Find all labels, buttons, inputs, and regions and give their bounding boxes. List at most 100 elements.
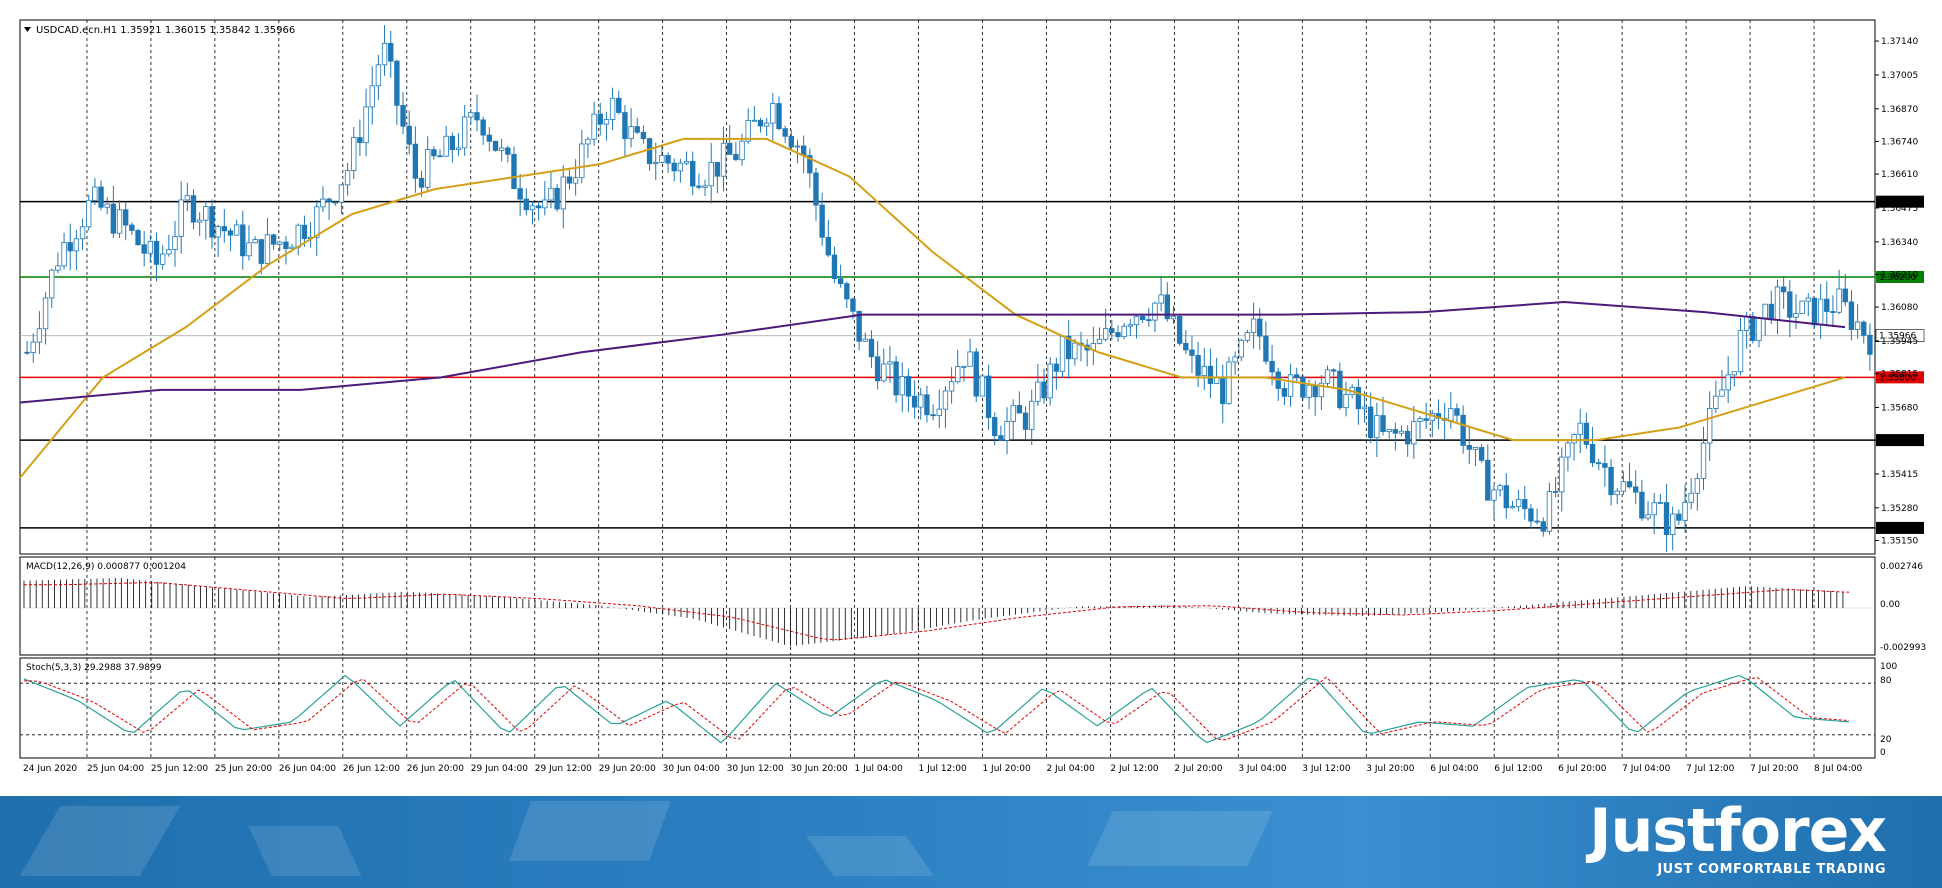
candle-bull [92,186,98,201]
candle-bull [1491,489,1497,501]
y-axis: 1.37140 1.37005 1.36870 1.36740 1.36610 1.364… [1875,37,1918,546]
candle-bear [1596,462,1602,465]
candle-bull [1509,506,1516,509]
candle-bear [622,112,628,139]
candle-bull [104,203,110,208]
candle-bull [498,147,505,151]
candle-bear [418,177,425,188]
candle-bull [172,235,178,250]
y-tick-label: 1.36740 [1881,137,1918,147]
candle-bear [517,188,523,200]
candle-bull [1238,339,1244,358]
x-tick-label: 25 Jun 04:00 [87,764,144,774]
candle-bear [1639,491,1645,519]
level-label: 1.35550 [1879,436,1916,446]
candle-bull [381,43,388,66]
candle-bull [1096,338,1103,344]
candle-bear [209,206,215,238]
candle-bear [1768,303,1774,321]
candle-bull [1694,477,1701,494]
candle-bear [893,361,899,396]
candle-bull [159,253,166,265]
candle-bull [529,205,536,211]
candle-bear [727,142,733,155]
candle-bull [1762,303,1768,319]
candle-bear [1022,412,1029,430]
candle-bear [1368,406,1374,438]
candle-bear [819,204,825,238]
candle-bear [129,224,135,231]
candle-bear [1164,294,1170,320]
stoch-tick-0: 0 [1880,748,1886,758]
x-tick-label: 26 Jun 12:00 [343,764,400,774]
x-tick-label: 2 Jul 04:00 [1046,764,1095,774]
x-tick-label: 1 Jul 20:00 [982,764,1031,774]
candle-bull [572,177,579,184]
candle-bull [1645,514,1651,519]
candle-bear [1867,334,1873,355]
candle-bull [196,219,203,223]
candle-bear [1608,466,1614,496]
candle-bull [961,365,967,368]
candle-bull [1226,361,1232,405]
footer-banner [0,796,1942,888]
x-tick-label: 29 Jun 20:00 [599,764,656,774]
candle-bear [1633,486,1639,493]
candle-bull [609,97,616,120]
candle-bull [277,241,283,245]
candle-bear [646,138,653,165]
candle-bear [486,134,493,142]
candle-bull [936,408,942,417]
ma-short-line [19,137,1846,479]
candle-bear [1257,318,1263,337]
candle-bull [147,240,154,254]
x-axis: 24 Jun 2020 25 Jun 04:00 25 Jun 12:00 25 Ju… [23,764,1863,774]
candle-bull [1682,501,1688,521]
candle-bear [992,417,998,437]
brand-name: Justforex [1589,796,1887,866]
candle-bear [400,104,406,127]
candle-bear [394,60,400,106]
candle-bear [985,375,992,418]
candle-bull [351,137,357,171]
candle-bear [1189,349,1195,356]
candle-bull [1614,490,1620,496]
x-tick-label: 6 Jul 04:00 [1430,764,1479,774]
candle-bull [683,160,690,164]
candle-bull [363,106,369,144]
candle-bull [233,224,240,236]
candle-bear [1269,360,1275,373]
ma-long-line [19,301,1846,404]
candle-bull [36,328,43,343]
candle-bull [585,138,591,145]
candle-bull [42,297,49,330]
x-tick-label: 26 Jun 04:00 [279,764,336,774]
candle-bull [628,126,634,139]
x-tick-label: 24 Jun 2020 [23,764,77,774]
candle-bear [1626,481,1633,488]
candle-bear [690,160,696,187]
collapse-triangle-icon[interactable] [24,27,31,32]
y-tick-label: 1.36210 [1881,270,1918,280]
candle-bear [831,254,838,280]
candle-bear [1115,332,1121,338]
candle-bull [1657,502,1664,504]
candle-bull [1102,328,1109,340]
candle-bear [1848,301,1855,330]
candle-bear [856,310,862,342]
candle-bull [603,119,610,125]
candle-bull [591,113,597,140]
candle-bull [579,143,585,179]
candle-bear [1583,422,1590,445]
candle-bear [1146,319,1152,322]
candle-bear [905,376,912,397]
candle-bull [720,142,727,177]
level-badge [1876,521,1924,534]
candle-bear [1540,521,1546,532]
y-tick-label: 1.37140 [1881,37,1918,47]
y-tick-label: 1.36610 [1881,170,1918,180]
candle-bear [190,195,197,223]
candle-bull [548,187,554,201]
stoch-tick-100: 100 [1880,662,1897,672]
